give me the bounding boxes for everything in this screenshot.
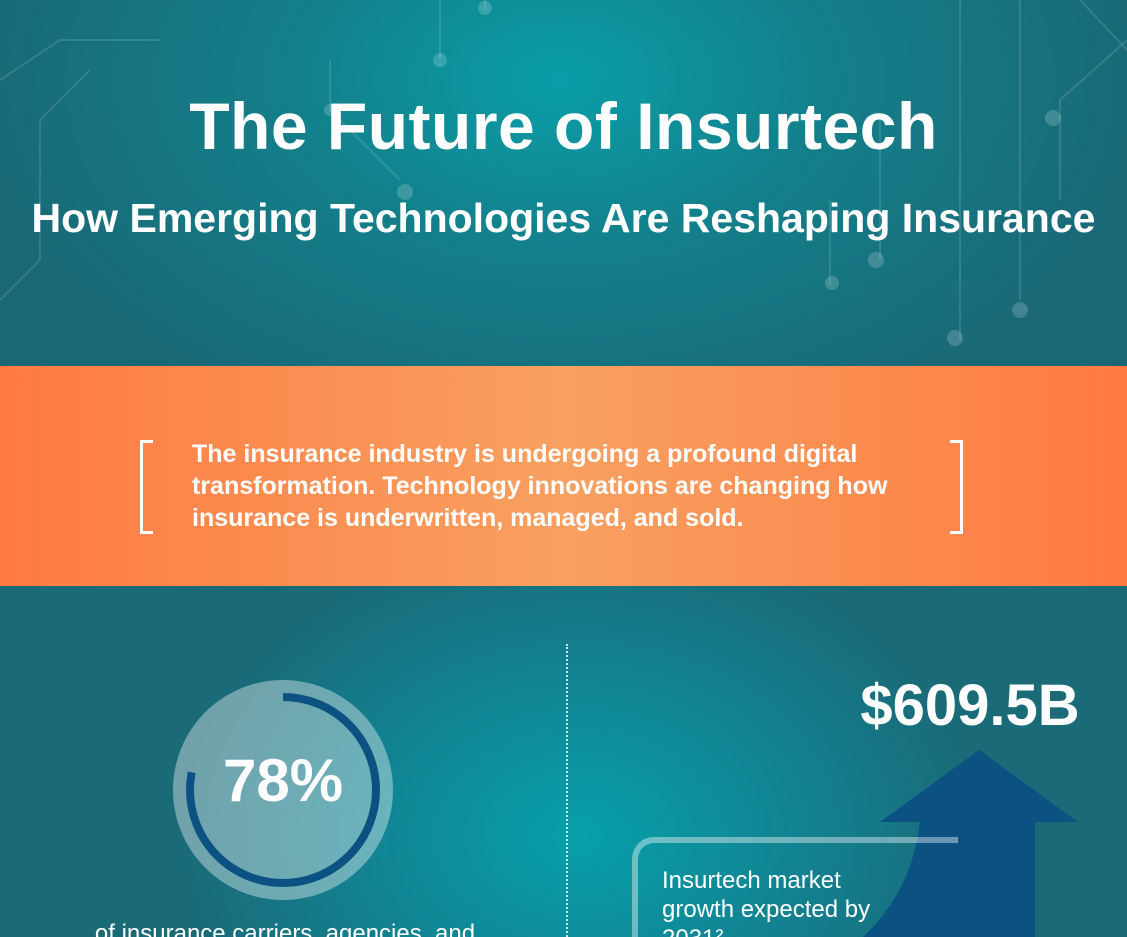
right-bracket-icon [950,440,963,534]
section-divider [566,644,568,937]
growth-arrow-icon [863,750,1078,937]
progress-ring [173,680,393,900]
circuit-pattern-decoration [0,0,1127,346]
market-growth-box [632,837,958,937]
page-subtitle: How Emerging Technologies Are Reshaping … [31,195,1096,241]
progress-arc [186,693,380,887]
page-title: The Future of Insurtech [189,89,938,163]
stat-description: of insurance carriers, agencies, and [94,920,476,937]
stat-percentage: 78% [222,747,344,814]
market-growth-text: Insurtech market growth expected by 2031… [662,867,871,937]
stats-section: 78% of insurance carriers, agencies, and… [0,586,1127,937]
intro-text: The insurance industry is undergoing a p… [192,440,888,532]
intro-band [0,366,1127,586]
hero-header: The Future of Insurtech How Emerging Tec… [0,0,1127,366]
left-bracket-icon [140,440,153,534]
market-value: $609.5B [860,673,1080,738]
